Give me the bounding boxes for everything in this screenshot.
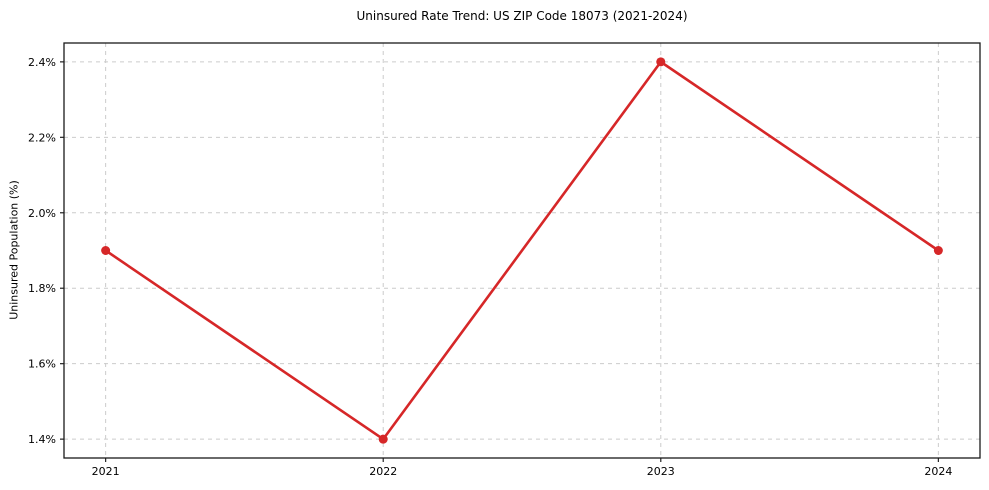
data-point-marker bbox=[101, 246, 111, 255]
data-point-marker bbox=[656, 57, 666, 67]
chart-title: Uninsured Rate Trend: US ZIP Code 18073 … bbox=[356, 9, 688, 23]
y-tick-label: 2.4% bbox=[28, 56, 56, 69]
y-tick-label: 1.4% bbox=[28, 433, 56, 446]
x-tick-label: 2023 bbox=[647, 465, 675, 478]
x-tick-label: 2024 bbox=[924, 465, 952, 478]
trend-line bbox=[104, 60, 940, 441]
data-point-marker bbox=[378, 434, 388, 444]
y-tick-label: 2.0% bbox=[28, 207, 56, 220]
data-point-marker bbox=[933, 246, 943, 255]
plot-border bbox=[63, 42, 981, 459]
x-tick-label: 2021 bbox=[92, 465, 120, 478]
y-tick-label: 2.2% bbox=[28, 131, 56, 144]
y-tick-label: 1.6% bbox=[28, 358, 56, 371]
x-tick-label: 2022 bbox=[369, 465, 397, 478]
y-tick-label: 1.8% bbox=[28, 282, 56, 295]
